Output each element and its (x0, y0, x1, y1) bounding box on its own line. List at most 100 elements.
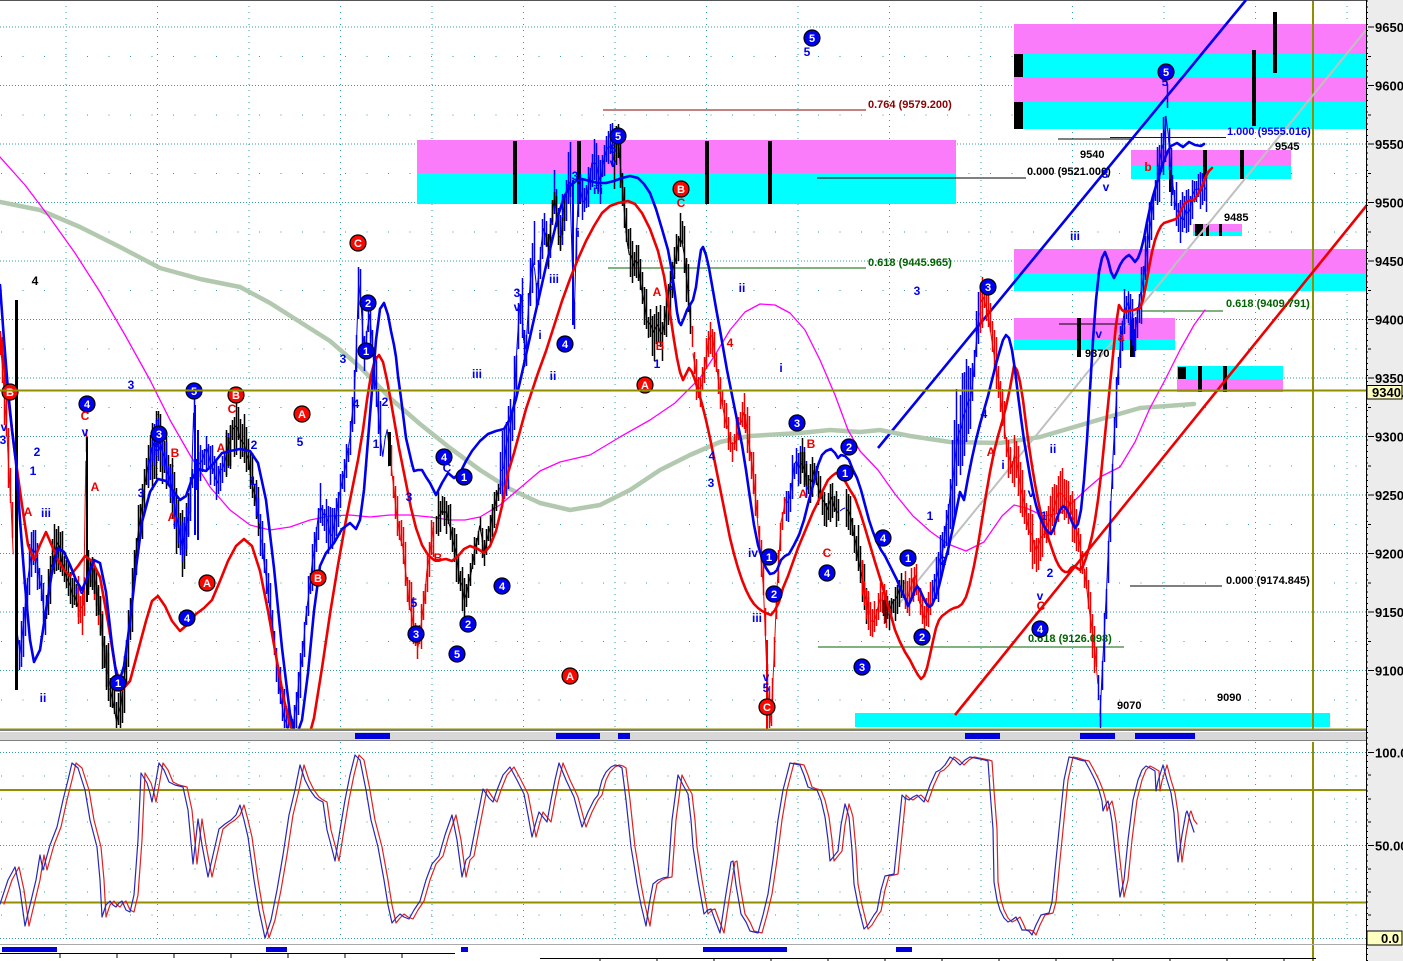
svg-text:3: 3 (859, 662, 865, 674)
svg-text:5: 5 (1162, 75, 1169, 89)
svg-text:3: 3 (406, 490, 413, 504)
svg-text:9070: 9070 (1117, 700, 1141, 712)
svg-text:A: A (641, 380, 649, 392)
svg-text:1: 1 (905, 553, 911, 565)
svg-text:9540: 9540 (1080, 149, 1104, 161)
svg-text:4: 4 (824, 568, 831, 580)
svg-text:C: C (763, 702, 771, 714)
svg-text:3: 3 (156, 429, 162, 441)
svg-text:A: A (987, 445, 996, 459)
svg-text:4: 4 (727, 336, 734, 350)
svg-text:0.000 (9174.845): 0.000 (9174.845) (1226, 575, 1310, 587)
svg-text:ii: ii (1050, 442, 1057, 456)
svg-text:2: 2 (365, 298, 371, 310)
svg-text:A: A (24, 505, 33, 519)
svg-text:9340.: 9340. (1372, 385, 1403, 400)
svg-text:1: 1 (1041, 509, 1048, 523)
svg-text:0.618 (9445.965): 0.618 (9445.965) (868, 257, 952, 269)
svg-text:4: 4 (709, 449, 716, 463)
svg-text:3: 3 (128, 378, 135, 392)
svg-text:5: 5 (763, 681, 770, 695)
svg-text:9350: 9350 (1375, 371, 1403, 386)
svg-text:9100: 9100 (1375, 664, 1403, 679)
svg-text:4: 4 (1037, 624, 1044, 636)
svg-text:9250: 9250 (1375, 488, 1403, 503)
svg-text:1: 1 (842, 468, 848, 480)
svg-text:C: C (81, 409, 90, 423)
svg-text:5: 5 (610, 142, 617, 156)
svg-text:C: C (677, 196, 686, 210)
svg-text:9650: 9650 (1375, 20, 1403, 35)
svg-text:A: A (203, 578, 211, 590)
svg-text:v: v (610, 156, 617, 170)
svg-text:iii: iii (41, 506, 51, 520)
svg-text:v: v (1037, 589, 1044, 603)
svg-text:3: 3 (572, 169, 579, 183)
svg-text:v: v (1103, 180, 1110, 194)
svg-text:1: 1 (766, 552, 772, 564)
svg-text:3: 3 (340, 352, 347, 366)
svg-text:9550: 9550 (1375, 137, 1403, 152)
svg-text:2: 2 (669, 279, 676, 293)
svg-text:0.618 (9409.791): 0.618 (9409.791) (1226, 298, 1310, 310)
svg-text:B: B (434, 551, 443, 565)
svg-text:A: A (298, 409, 306, 421)
svg-text:iv: iv (75, 583, 85, 597)
svg-text:3: 3 (794, 418, 800, 430)
svg-text:4: 4 (184, 613, 191, 625)
svg-text:9600: 9600 (1375, 79, 1403, 94)
svg-text:ii: ii (550, 369, 557, 383)
svg-text:4: 4 (562, 339, 569, 351)
svg-text:3: 3 (708, 476, 715, 490)
svg-text:A: A (91, 480, 100, 494)
svg-text:A: A (217, 441, 226, 455)
svg-text:i: i (1001, 458, 1004, 472)
svg-text:9200: 9200 (1375, 547, 1403, 562)
svg-text:1: 1 (654, 357, 661, 371)
svg-text:9450: 9450 (1375, 254, 1403, 269)
svg-text:1: 1 (373, 437, 380, 451)
svg-text:9300: 9300 (1375, 430, 1403, 445)
svg-text:iii: iii (549, 272, 559, 286)
svg-text:5: 5 (809, 33, 815, 45)
svg-text:5: 5 (1163, 67, 1169, 79)
svg-text:0.000 (9521.000): 0.000 (9521.000) (1027, 166, 1111, 178)
svg-text:4: 4 (880, 533, 887, 545)
svg-text:C: C (823, 546, 832, 560)
svg-text:4: 4 (84, 399, 91, 411)
svg-text:v: v (1028, 486, 1035, 500)
svg-text:2: 2 (1047, 566, 1054, 580)
svg-text:3: 3 (1102, 167, 1109, 181)
svg-text:4: 4 (441, 452, 448, 464)
svg-text:2: 2 (771, 589, 777, 601)
svg-text:B: B (314, 573, 322, 585)
svg-text:B: B (232, 390, 240, 402)
svg-text:ii: ii (40, 691, 47, 705)
svg-text:i: i (779, 361, 782, 375)
svg-text:9500: 9500 (1375, 196, 1403, 211)
svg-text:i: i (538, 328, 541, 342)
svg-text:iii: iii (1070, 229, 1080, 243)
svg-text:3: 3 (0, 433, 7, 447)
svg-text:C: C (228, 402, 237, 416)
svg-text:1: 1 (30, 464, 37, 478)
svg-text:9485: 9485 (1224, 212, 1248, 224)
svg-text:3: 3 (914, 284, 921, 298)
svg-text:5: 5 (191, 386, 197, 398)
svg-text:3: 3 (514, 286, 521, 300)
svg-text:v: v (1, 420, 8, 434)
svg-text:iii: iii (752, 611, 762, 625)
svg-text:2: 2 (34, 445, 41, 459)
svg-text:0.618 (9126.098): 0.618 (9126.098) (1028, 633, 1112, 645)
svg-text:3: 3 (985, 282, 991, 294)
svg-text:i: i (39, 634, 42, 648)
svg-text:b: b (1144, 160, 1151, 174)
svg-text:9370: 9370 (1085, 348, 1109, 360)
svg-text:1: 1 (363, 346, 369, 358)
svg-text:B: B (656, 339, 665, 353)
svg-text:9150: 9150 (1375, 605, 1403, 620)
svg-text:v: v (514, 300, 521, 314)
svg-text:5: 5 (615, 131, 621, 143)
svg-text:1.000 (9555.016): 1.000 (9555.016) (1227, 126, 1311, 138)
svg-text:4: 4 (353, 397, 360, 411)
